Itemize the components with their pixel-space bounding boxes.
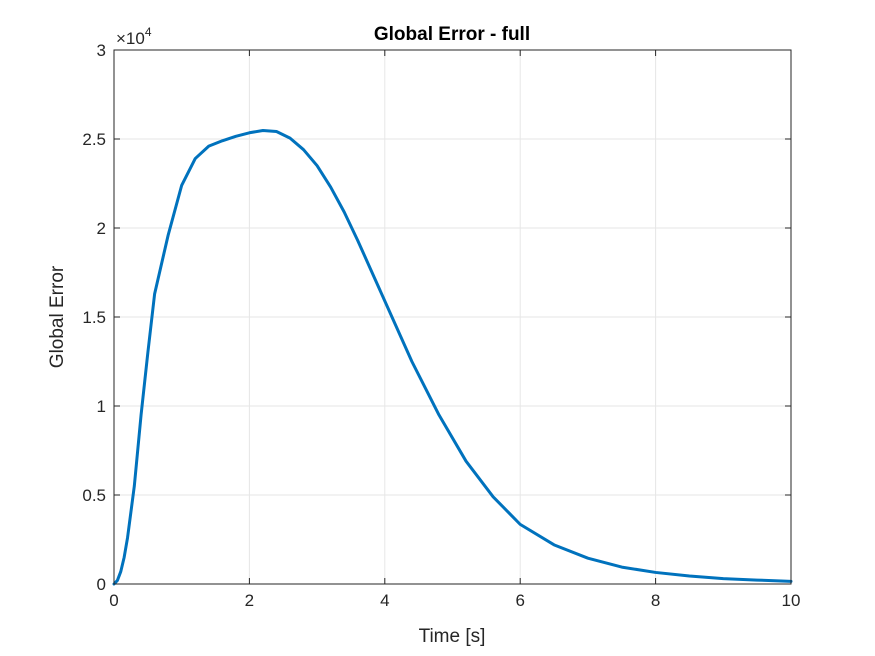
x-axis-label: Time [s] bbox=[419, 626, 486, 647]
x-tick-label: 4 bbox=[380, 591, 389, 610]
x-tick-label: 8 bbox=[651, 591, 660, 610]
y-tick-label: 1.5 bbox=[82, 308, 106, 327]
series-group bbox=[112, 128, 793, 586]
chart-title: Global Error - full bbox=[374, 24, 530, 45]
y-tick-label: 2 bbox=[97, 219, 106, 238]
y-exponent-base: ×10 bbox=[116, 29, 145, 48]
y-exponent-power: 4 bbox=[145, 25, 152, 39]
x-tick-label: 10 bbox=[782, 591, 801, 610]
series-line bbox=[112, 128, 793, 586]
y-tick-label: 2.5 bbox=[82, 130, 106, 149]
y-tick-label: 1 bbox=[97, 397, 106, 416]
y-tick-label: 0 bbox=[97, 575, 106, 594]
x-tick-labels: 0 2 4 6 8 10 bbox=[109, 591, 800, 610]
x-tick-label: 2 bbox=[245, 591, 254, 610]
y-tick-labels: 0 0.5 1 1.5 2 2.5 3 bbox=[82, 41, 106, 594]
y-exponent-label: ×104 bbox=[116, 25, 152, 48]
y-axis-label: Global Error bbox=[47, 265, 68, 368]
y-tick-label: 0.5 bbox=[82, 486, 106, 505]
x-tick-label: 0 bbox=[109, 591, 118, 610]
y-tick-label: 3 bbox=[97, 41, 106, 60]
ticks bbox=[113, 49, 792, 585]
x-tick-label: 6 bbox=[515, 591, 524, 610]
